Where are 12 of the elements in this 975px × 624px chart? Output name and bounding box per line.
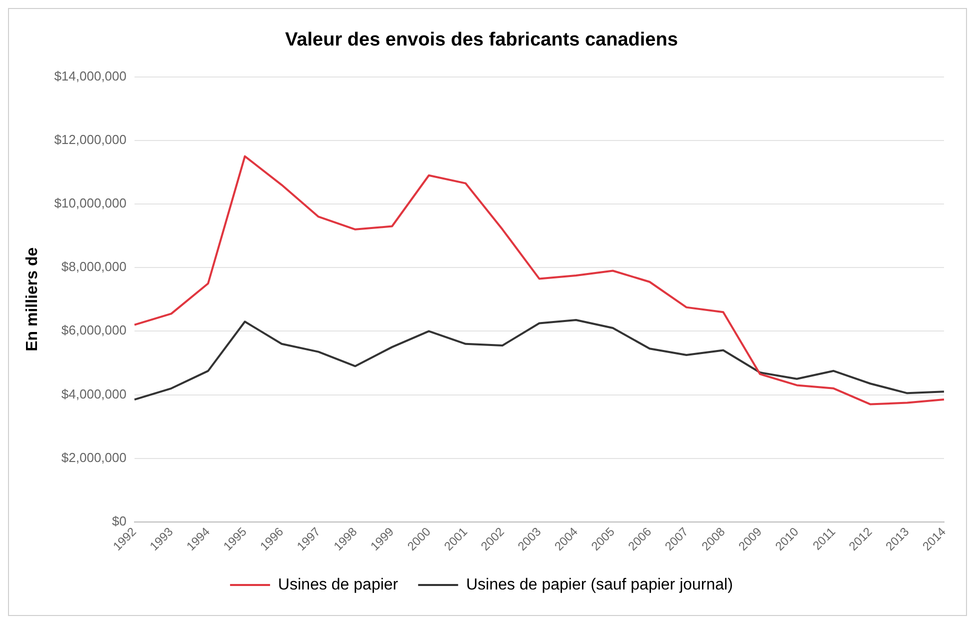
legend-label: Usines de papier (sauf papier journal) — [466, 576, 733, 594]
y-tick-label: $8,000,000 — [61, 259, 126, 274]
legend-label: Usines de papier — [278, 576, 399, 594]
y-tick-label: $10,000,000 — [54, 196, 126, 211]
y-tick-label: $0 — [112, 514, 126, 529]
y-axis-title: En milliers de — [24, 247, 42, 352]
y-tick-label: $14,000,000 — [54, 68, 126, 84]
chart-title: Valeur des envois des fabricants canadiens — [285, 30, 678, 51]
y-tick-label: $6,000,000 — [61, 322, 126, 338]
y-tick-label: $12,000,000 — [54, 132, 126, 147]
y-tick-label: $4,000,000 — [61, 386, 126, 402]
y-tick-label: $2,000,000 — [61, 450, 126, 465]
